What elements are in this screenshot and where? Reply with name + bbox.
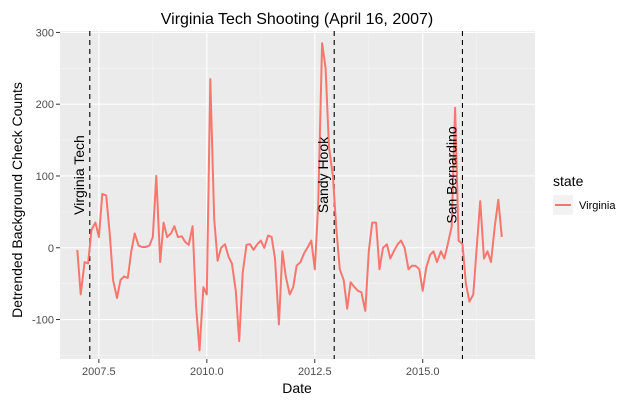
y-axis-ticks: -100 0 100 200 300 bbox=[32, 27, 60, 327]
legend-title: state bbox=[553, 173, 584, 189]
event-label: Virginia Tech bbox=[71, 135, 87, 215]
x-axis-label: Date bbox=[282, 380, 312, 396]
major-grid bbox=[60, 31, 535, 359]
y-tick-label: -100 bbox=[32, 315, 54, 327]
y-axis-label: Detrended Background Check Counts bbox=[9, 82, 25, 318]
event-labels: Virginia Tech Sandy Hook San Bernardino bbox=[71, 126, 460, 224]
minor-grid bbox=[60, 31, 535, 359]
x-tick-label: 2012.5 bbox=[298, 366, 332, 378]
y-tick-label: 200 bbox=[36, 99, 54, 111]
y-tick-label: 300 bbox=[36, 27, 54, 39]
plot-panel bbox=[60, 31, 535, 359]
event-label: San Bernardino bbox=[443, 126, 459, 224]
x-tick-label: 2007.5 bbox=[82, 366, 116, 378]
x-axis-ticks: 2007.5 2010.0 2012.5 2015.0 bbox=[82, 359, 440, 378]
legend: state Virginia bbox=[553, 173, 616, 215]
event-label: Sandy Hook bbox=[315, 136, 331, 213]
series-line-virginia bbox=[76, 42, 503, 352]
y-tick-label: 100 bbox=[36, 171, 54, 183]
x-tick-label: 2015.0 bbox=[406, 366, 440, 378]
x-tick-label: 2010.0 bbox=[190, 366, 224, 378]
y-tick-label: 0 bbox=[48, 243, 54, 255]
chart-title: Virginia Tech Shooting (April 16, 2007) bbox=[161, 11, 433, 28]
legend-entry-virginia: Virginia bbox=[579, 200, 616, 212]
